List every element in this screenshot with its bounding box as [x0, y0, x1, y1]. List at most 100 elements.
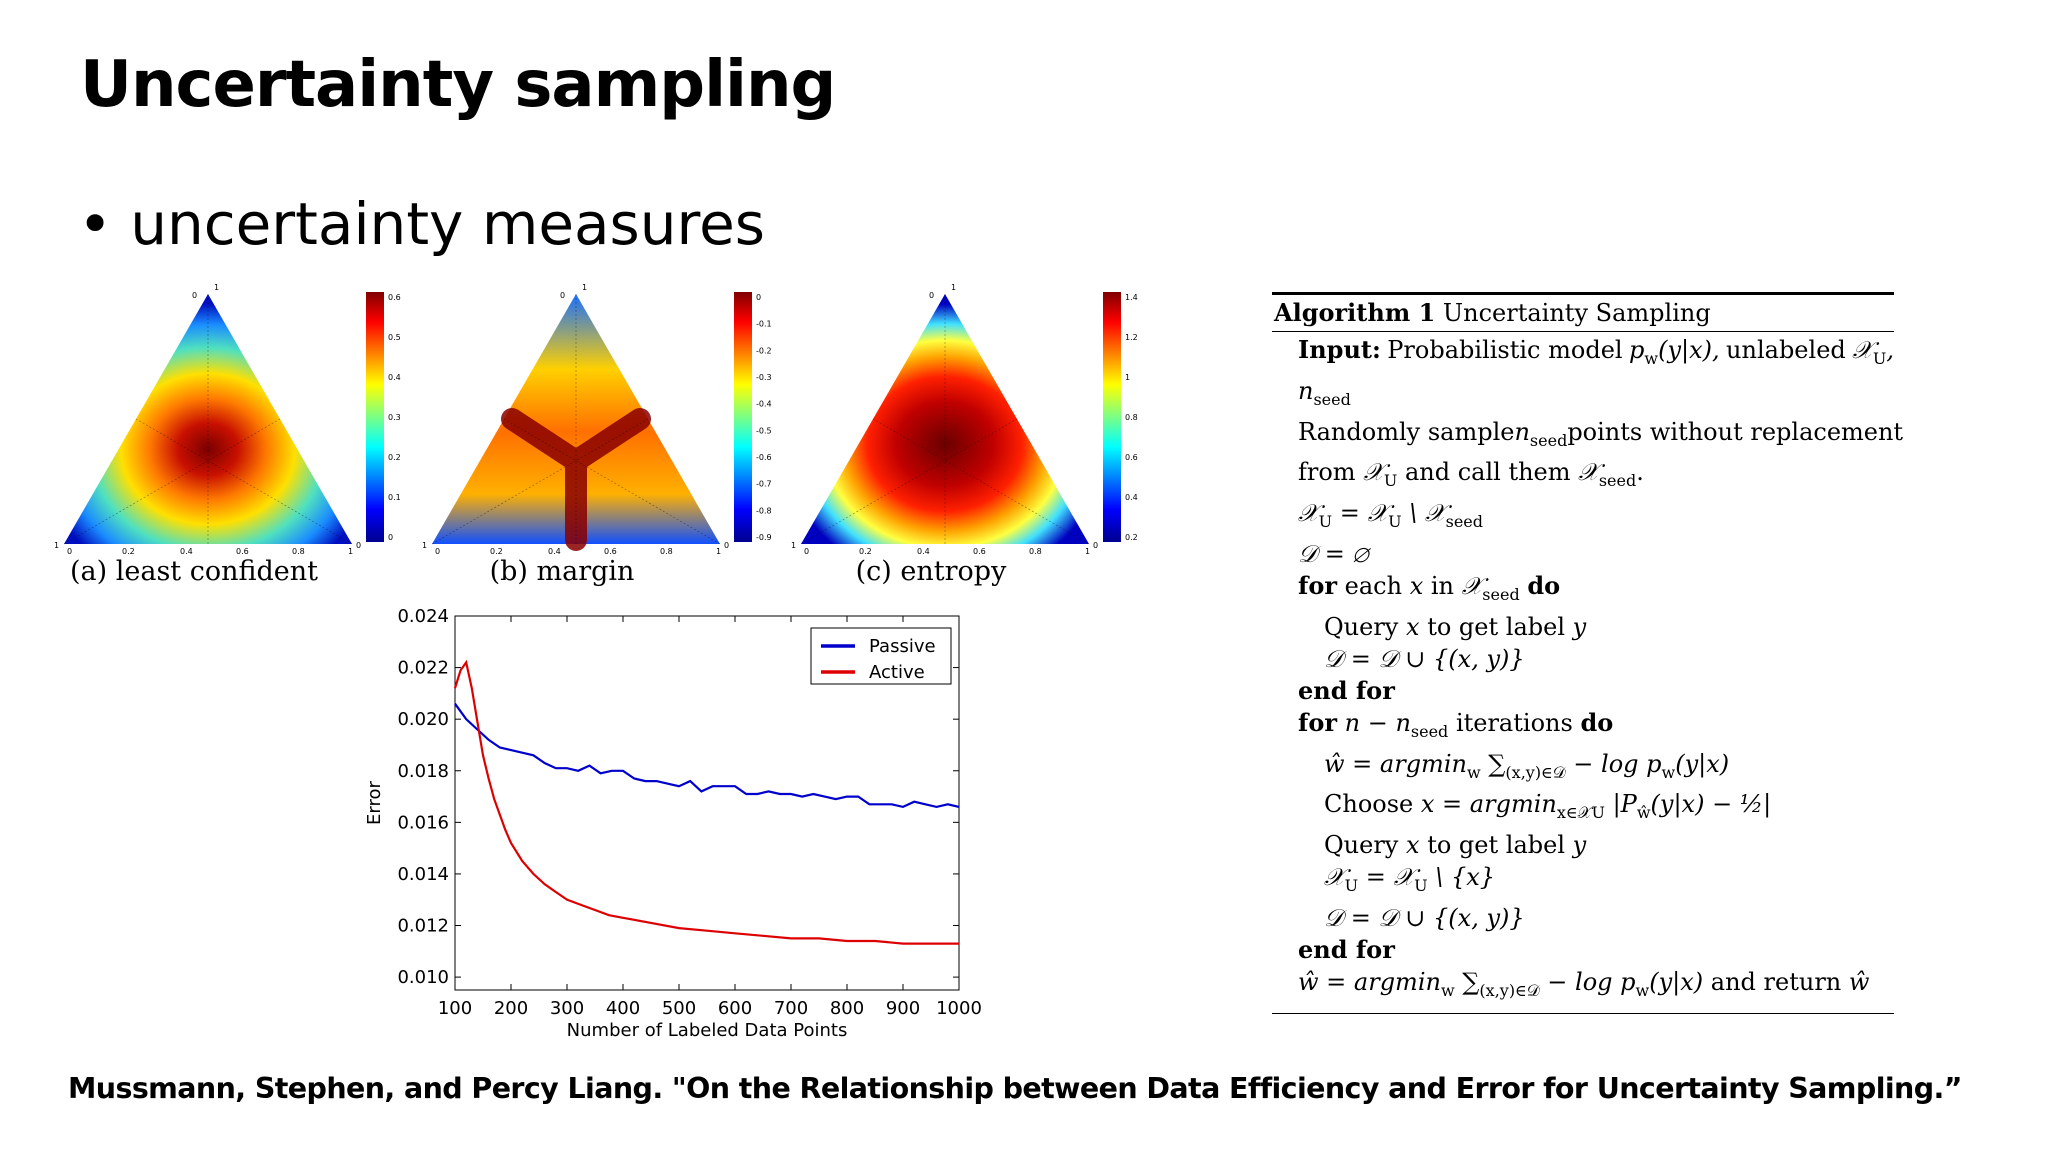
y-tick-label: 0.022: [397, 658, 449, 679]
svg-text:0.2: 0.2: [122, 547, 135, 556]
colorbar-tick-label: 0.6: [1125, 453, 1138, 462]
svg-text:0: 0: [724, 541, 729, 550]
simplex-heatmap-margin: 101 0 0 0.2 0.4 0.6 0.8 1 0-0.1-0.2-0.3-0.4-0.…: [422, 283, 772, 556]
svg-text:1: 1: [54, 541, 59, 550]
x-tick-label: 100: [438, 998, 472, 1019]
colorbar-tick-label: -0.2: [756, 346, 772, 355]
svg-text:0.6: 0.6: [973, 547, 986, 556]
svg-text:0.8: 0.8: [660, 547, 673, 556]
y-tick-label: 0.018: [397, 761, 449, 782]
colorbar-tick-label: 0: [388, 533, 393, 542]
algorithm-input-line: Input: Probabilistic model pw(y|x), unla…: [1298, 335, 1894, 368]
svg-text:1: 1: [582, 283, 587, 292]
legend-label: Passive: [869, 636, 936, 657]
y-tick-label: 0.024: [397, 606, 449, 627]
simplex-heatmap-least-confident: 101 0 0 0.2 0.4 0.6 0.8 1 0.60.50.40.30.20.10: [54, 283, 401, 556]
svg-text:0.4: 0.4: [180, 547, 193, 556]
series-line-passive: [454, 703, 960, 809]
colorbar-tick-label: 0.8: [1125, 413, 1138, 422]
svg-text:0.8: 0.8: [292, 547, 305, 556]
algorithm-title: Uncertainty Sampling: [1442, 299, 1711, 327]
svg-text:0.6: 0.6: [236, 547, 249, 556]
colorbar-tick-label: 1: [1125, 373, 1130, 382]
y-tick-label: 0.012: [397, 916, 449, 937]
x-tick-label: 1000: [936, 998, 982, 1019]
error-chart-svg: 100 200 300 400 500 600 700 800 900 1000 0.010 0.01…: [364, 606, 982, 1041]
series-line-active: [453, 659, 959, 945]
colorbar-tick-label: 0.6: [388, 293, 401, 302]
slide-title: Uncertainty sampling: [80, 48, 836, 122]
svg-text:1: 1: [951, 283, 956, 292]
y-tick-label: 0.016: [397, 812, 449, 833]
svg-text:0: 0: [804, 547, 809, 556]
y-tick-label: 0.020: [397, 709, 449, 730]
svg-text:0: 0: [560, 291, 565, 300]
svg-text:0: 0: [435, 547, 440, 556]
colorbar-tick-label: 1.4: [1125, 293, 1138, 302]
x-tick-label: 500: [662, 998, 696, 1019]
error-line-chart: 100 200 300 400 500 600 700 800 900 1000 0.010 0.01…: [360, 600, 1000, 1045]
x-tick-label: 300: [550, 998, 584, 1019]
y-axis-label: Error: [364, 780, 385, 824]
colorbar-tick-label: 0.4: [1125, 493, 1138, 502]
x-tick-label: 400: [606, 998, 640, 1019]
bullet-dot: •: [78, 190, 113, 258]
svg-text:1: 1: [422, 541, 427, 550]
colorbar-tick-label: 0.1: [388, 493, 401, 502]
colorbar-tick-label: -0.3: [756, 373, 772, 382]
x-tick-label: 800: [830, 998, 864, 1019]
x-tick-label: 600: [718, 998, 752, 1019]
svg-text:0: 0: [1093, 541, 1098, 550]
colorbar-tick-label: -0.6: [756, 453, 772, 462]
svg-text:0: 0: [67, 547, 72, 556]
x-tick-label: 200: [494, 998, 528, 1019]
svg-text:1: 1: [791, 541, 796, 550]
algorithm-header: Algorithm 1 Uncertainty Sampling: [1272, 295, 1894, 331]
svg-text:0.8: 0.8: [1029, 547, 1042, 556]
legend-box: [810, 627, 952, 685]
svg-text:0.4: 0.4: [917, 547, 930, 556]
colorbar-tick-label: 0.5: [388, 333, 401, 342]
svg-text:0.2: 0.2: [490, 547, 503, 556]
svg-text:0: 0: [929, 291, 934, 300]
algorithm-sample-line: Randomly sample nseed points without rep…: [1298, 417, 1904, 450]
bullet-text: uncertainty measures: [130, 190, 765, 258]
citation: Mussmann, Stephen, and Percy Liang. "On …: [68, 1072, 1962, 1105]
colorbar-tick-label: -0.4: [756, 400, 772, 409]
colorbar-tick-label: 0.2: [388, 453, 401, 462]
svg-text:1: 1: [214, 283, 219, 292]
x-tick-label: 700: [774, 998, 808, 1019]
plot-frame: [454, 615, 960, 991]
legend-label: Active: [869, 662, 925, 683]
svg-text:0: 0: [192, 291, 197, 300]
y-tick-label: 0.010: [397, 967, 449, 988]
colorbar-tick-label: 0.2: [1125, 533, 1138, 542]
colorbar-tick-label: -0.7: [756, 480, 772, 489]
bullet-item: • uncertainty measures: [78, 190, 765, 258]
svg-text:1: 1: [716, 547, 721, 556]
svg-text:0.6: 0.6: [604, 547, 617, 556]
svg-text:0.4: 0.4: [548, 547, 561, 556]
svg-text:1: 1: [1085, 547, 1090, 556]
svg-text:0.2: 0.2: [859, 547, 872, 556]
colorbar-tick-label: -0.8: [756, 506, 772, 515]
y-tick-label: 0.014: [397, 864, 449, 885]
svg-text:0: 0: [356, 541, 361, 550]
svg-text:1: 1: [348, 547, 353, 556]
simplex-heatmap-entropy: 101 0 0 0.2 0.4 0.6 0.8 1 1.41.210.80.60.40.2: [791, 283, 1138, 556]
colorbar-tick-label: 0.4: [388, 373, 401, 382]
colorbar-tick-label: -0.1: [756, 320, 772, 329]
figure-caption: (a) least confident: [69, 556, 319, 587]
algorithm-box: Algorithm 1 Uncertainty Sampling Input: …: [1272, 292, 1904, 1014]
colorbar-tick-label: -0.5: [756, 426, 772, 435]
x-tick-label: 900: [886, 998, 920, 1019]
algorithm-label: Algorithm 1: [1274, 298, 1436, 327]
colorbar-tick-label: -0.9: [756, 533, 772, 542]
figure-caption: (c) entropy: [855, 556, 1007, 587]
x-axis-label: Number of Labeled Data Points: [567, 1020, 848, 1041]
colorbar-tick-label: 0.3: [388, 413, 401, 422]
colorbar-tick-label: 0: [756, 293, 761, 302]
